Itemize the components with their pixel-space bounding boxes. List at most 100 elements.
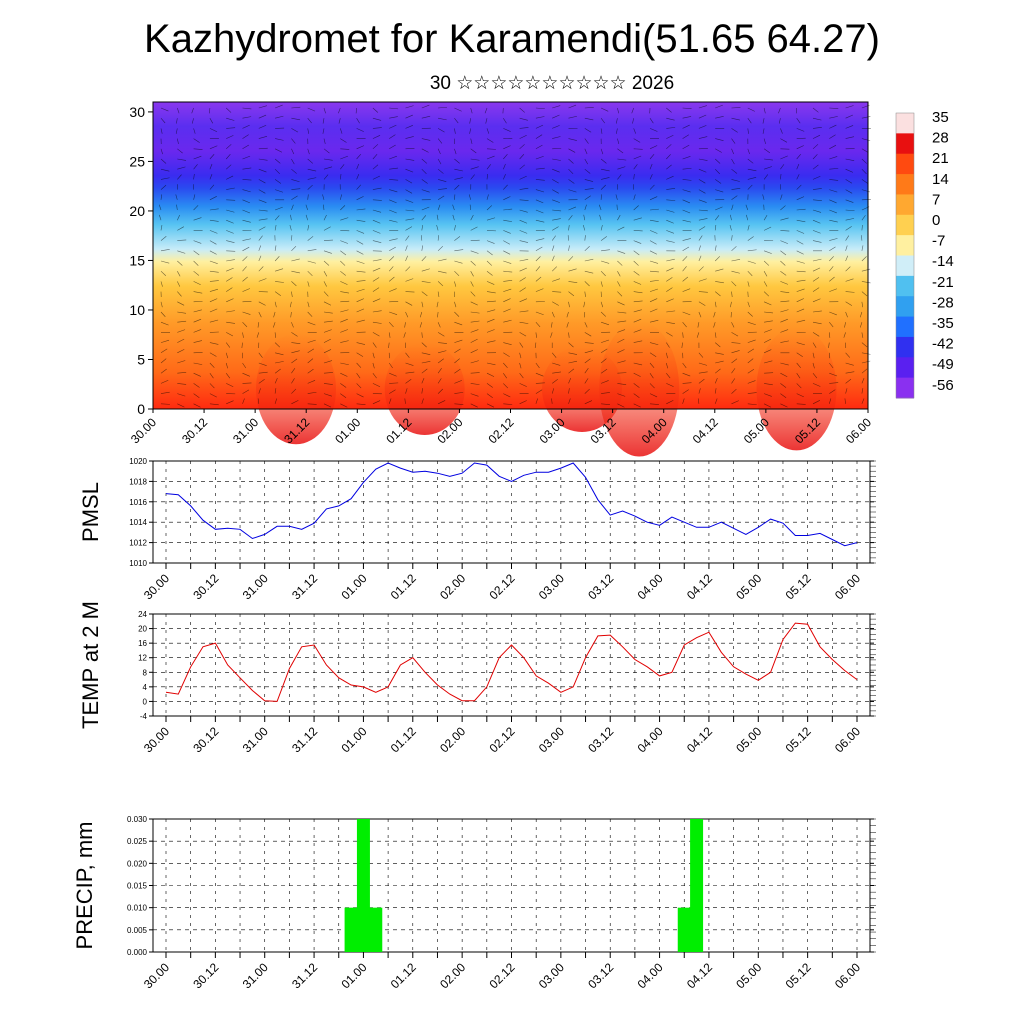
wind-barb	[323, 214, 327, 221]
wind-barb	[780, 250, 787, 256]
wind-barb	[584, 291, 586, 298]
wind-barb	[388, 342, 390, 349]
x-tick-label: 06.00	[843, 415, 874, 446]
wind-barb	[503, 352, 510, 357]
wind-barb	[405, 209, 415, 212]
wind-barb	[177, 372, 187, 374]
x-tick-label: 03.12	[585, 960, 616, 991]
colorbar-label: -56	[932, 377, 954, 394]
wind-barb	[175, 128, 178, 134]
wind-barb	[226, 209, 235, 213]
wind-barb	[600, 348, 608, 354]
wind-barb	[649, 128, 658, 132]
wind-barb	[305, 204, 308, 211]
wind-barb	[160, 379, 169, 384]
wind-barb	[372, 267, 381, 272]
wind-barb	[731, 322, 735, 328]
wind-barb	[519, 144, 525, 150]
wind-barb	[845, 371, 855, 374]
wind-barb	[682, 124, 690, 129]
wind-barb	[225, 362, 228, 369]
wind-barb	[470, 349, 478, 354]
wind-barb	[763, 403, 772, 408]
wind-barb	[291, 350, 300, 354]
wind-barb	[470, 174, 475, 180]
wind-barb	[389, 382, 399, 384]
wind-barb	[356, 298, 364, 303]
wind-barb	[633, 250, 640, 256]
wind-barb	[535, 322, 541, 328]
wind-barb	[503, 403, 513, 405]
wind-barb	[404, 322, 406, 328]
wind-barb	[356, 393, 364, 398]
wind-barb	[291, 204, 294, 211]
wind-barb	[486, 194, 489, 200]
wind-barb	[209, 308, 218, 313]
chart-subtitle: 30 ☆☆☆☆☆☆☆☆☆☆ 2026	[429, 73, 675, 94]
wind-barb	[780, 205, 786, 211]
wind-barb	[617, 403, 625, 408]
wind-barb	[454, 368, 461, 374]
wind-barb	[796, 362, 801, 369]
wind-barb	[372, 127, 382, 129]
wind-barb	[226, 310, 235, 313]
wind-barb	[764, 320, 773, 323]
wind-barb	[340, 155, 349, 160]
wind-barb	[452, 214, 455, 221]
wind-barb	[372, 117, 382, 121]
wind-barb	[193, 291, 203, 294]
wind-barb	[226, 219, 234, 224]
precip-bar	[677, 907, 691, 952]
wind-barb	[568, 352, 578, 355]
wind-barb	[372, 164, 379, 170]
wind-barb	[438, 179, 447, 182]
wind-barb	[780, 164, 785, 170]
wind-barb	[731, 342, 741, 344]
wind-barb	[535, 382, 545, 384]
wind-barb	[356, 145, 365, 150]
wind-barb	[307, 249, 317, 252]
wind-barb	[323, 291, 329, 297]
wind-barb	[633, 173, 635, 180]
wind-barb	[503, 373, 507, 379]
wind-barb	[601, 321, 610, 326]
wind-barb	[486, 260, 493, 266]
x-tick-label: 02.12	[486, 724, 517, 755]
wind-barb	[404, 398, 406, 404]
wind-barb	[470, 260, 476, 266]
y-tick-label: 20	[138, 625, 147, 634]
wind-barb	[568, 179, 575, 184]
wind-barb	[666, 287, 673, 292]
wind-barb	[356, 260, 365, 264]
wind-barb	[535, 362, 540, 369]
wind-barb	[812, 267, 821, 272]
wind-barb	[796, 118, 801, 124]
wind-barb	[617, 360, 626, 364]
wind-barb	[584, 270, 594, 274]
wind-barb	[307, 281, 310, 287]
wind-barb	[419, 322, 423, 328]
wind-barb	[338, 107, 341, 114]
wind-barb	[340, 318, 348, 323]
wind-barb	[796, 373, 801, 379]
wind-barb	[177, 166, 186, 170]
wind-barb	[209, 288, 219, 292]
wind-barb	[730, 214, 732, 221]
wind-barb	[291, 235, 293, 241]
wind-barb	[535, 167, 545, 170]
wind-barb	[829, 219, 838, 223]
wind-barb	[861, 378, 865, 384]
wind-barb	[242, 124, 250, 129]
wind-barb	[242, 389, 250, 394]
wind-barb	[470, 393, 479, 397]
wind-barb	[715, 281, 724, 284]
y-axis-label: TEMP at 2 M	[78, 601, 103, 729]
wind-barb	[177, 301, 185, 306]
wind-barb	[682, 398, 685, 404]
wind-barb	[356, 403, 366, 406]
wind-barb	[714, 245, 717, 251]
wind-barb	[747, 392, 757, 394]
wind-barb	[519, 383, 527, 387]
wind-barb	[861, 360, 871, 364]
wind-barb	[470, 372, 480, 374]
